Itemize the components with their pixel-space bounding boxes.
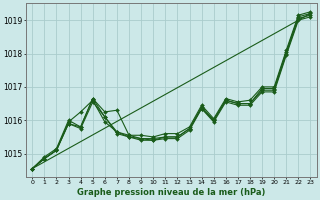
X-axis label: Graphe pression niveau de la mer (hPa): Graphe pression niveau de la mer (hPa): [77, 188, 266, 197]
